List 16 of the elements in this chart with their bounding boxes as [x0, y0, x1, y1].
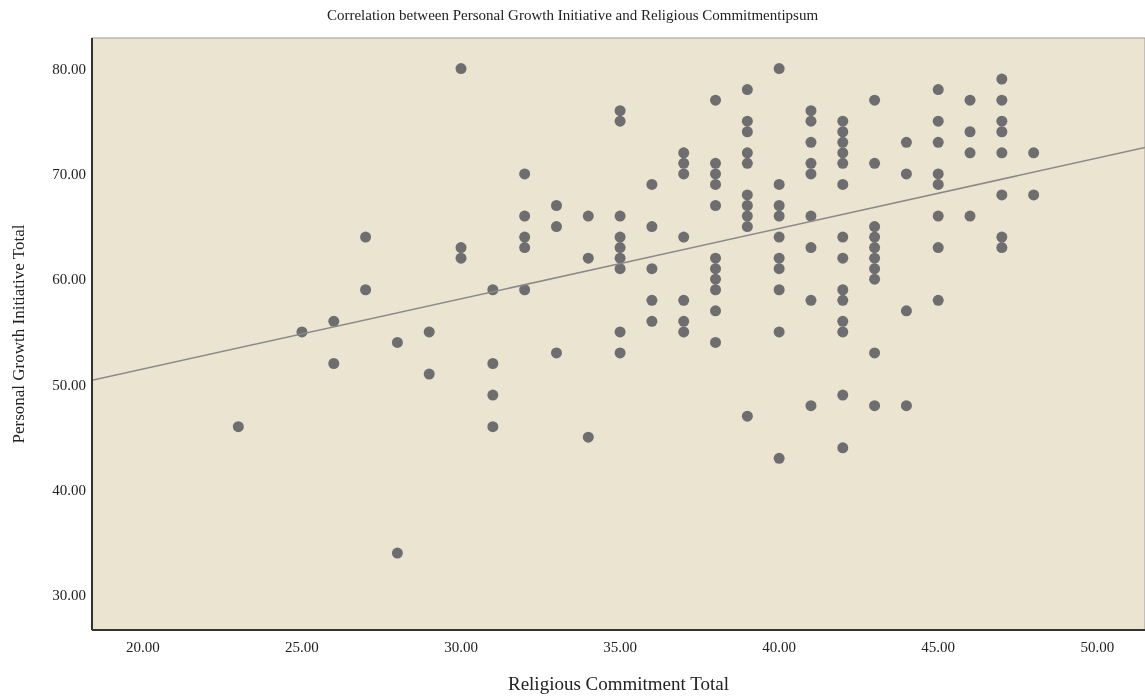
x-tick-label: 25.00: [285, 639, 319, 655]
chart-title: Correlation between Personal Growth Initiative and Religious Commitmentipsum: [326, 7, 819, 23]
y-tick-label: 60.00: [52, 271, 86, 288]
x-tick-label: 20.00: [126, 639, 160, 655]
y-axis-title: Personal Growth Initiative Total: [9, 224, 28, 444]
y-tick-label: 40.00: [52, 482, 86, 499]
x-tick-label: 50.00: [1080, 639, 1115, 655]
y-tick-label: 30.00: [52, 587, 86, 604]
x-tick-label: 40.00: [762, 639, 797, 655]
y-tick-label: 80.00: [52, 60, 86, 77]
x-tick-label: 35.00: [603, 639, 637, 655]
x-axis-title: Religious Commitment Total: [507, 673, 730, 694]
y-tick-label: 50.00: [52, 376, 86, 393]
x-tick-label: 45.00: [921, 639, 956, 655]
x-tick-label: 30.00: [444, 639, 478, 655]
y-tick-label: 70.00: [52, 166, 86, 183]
